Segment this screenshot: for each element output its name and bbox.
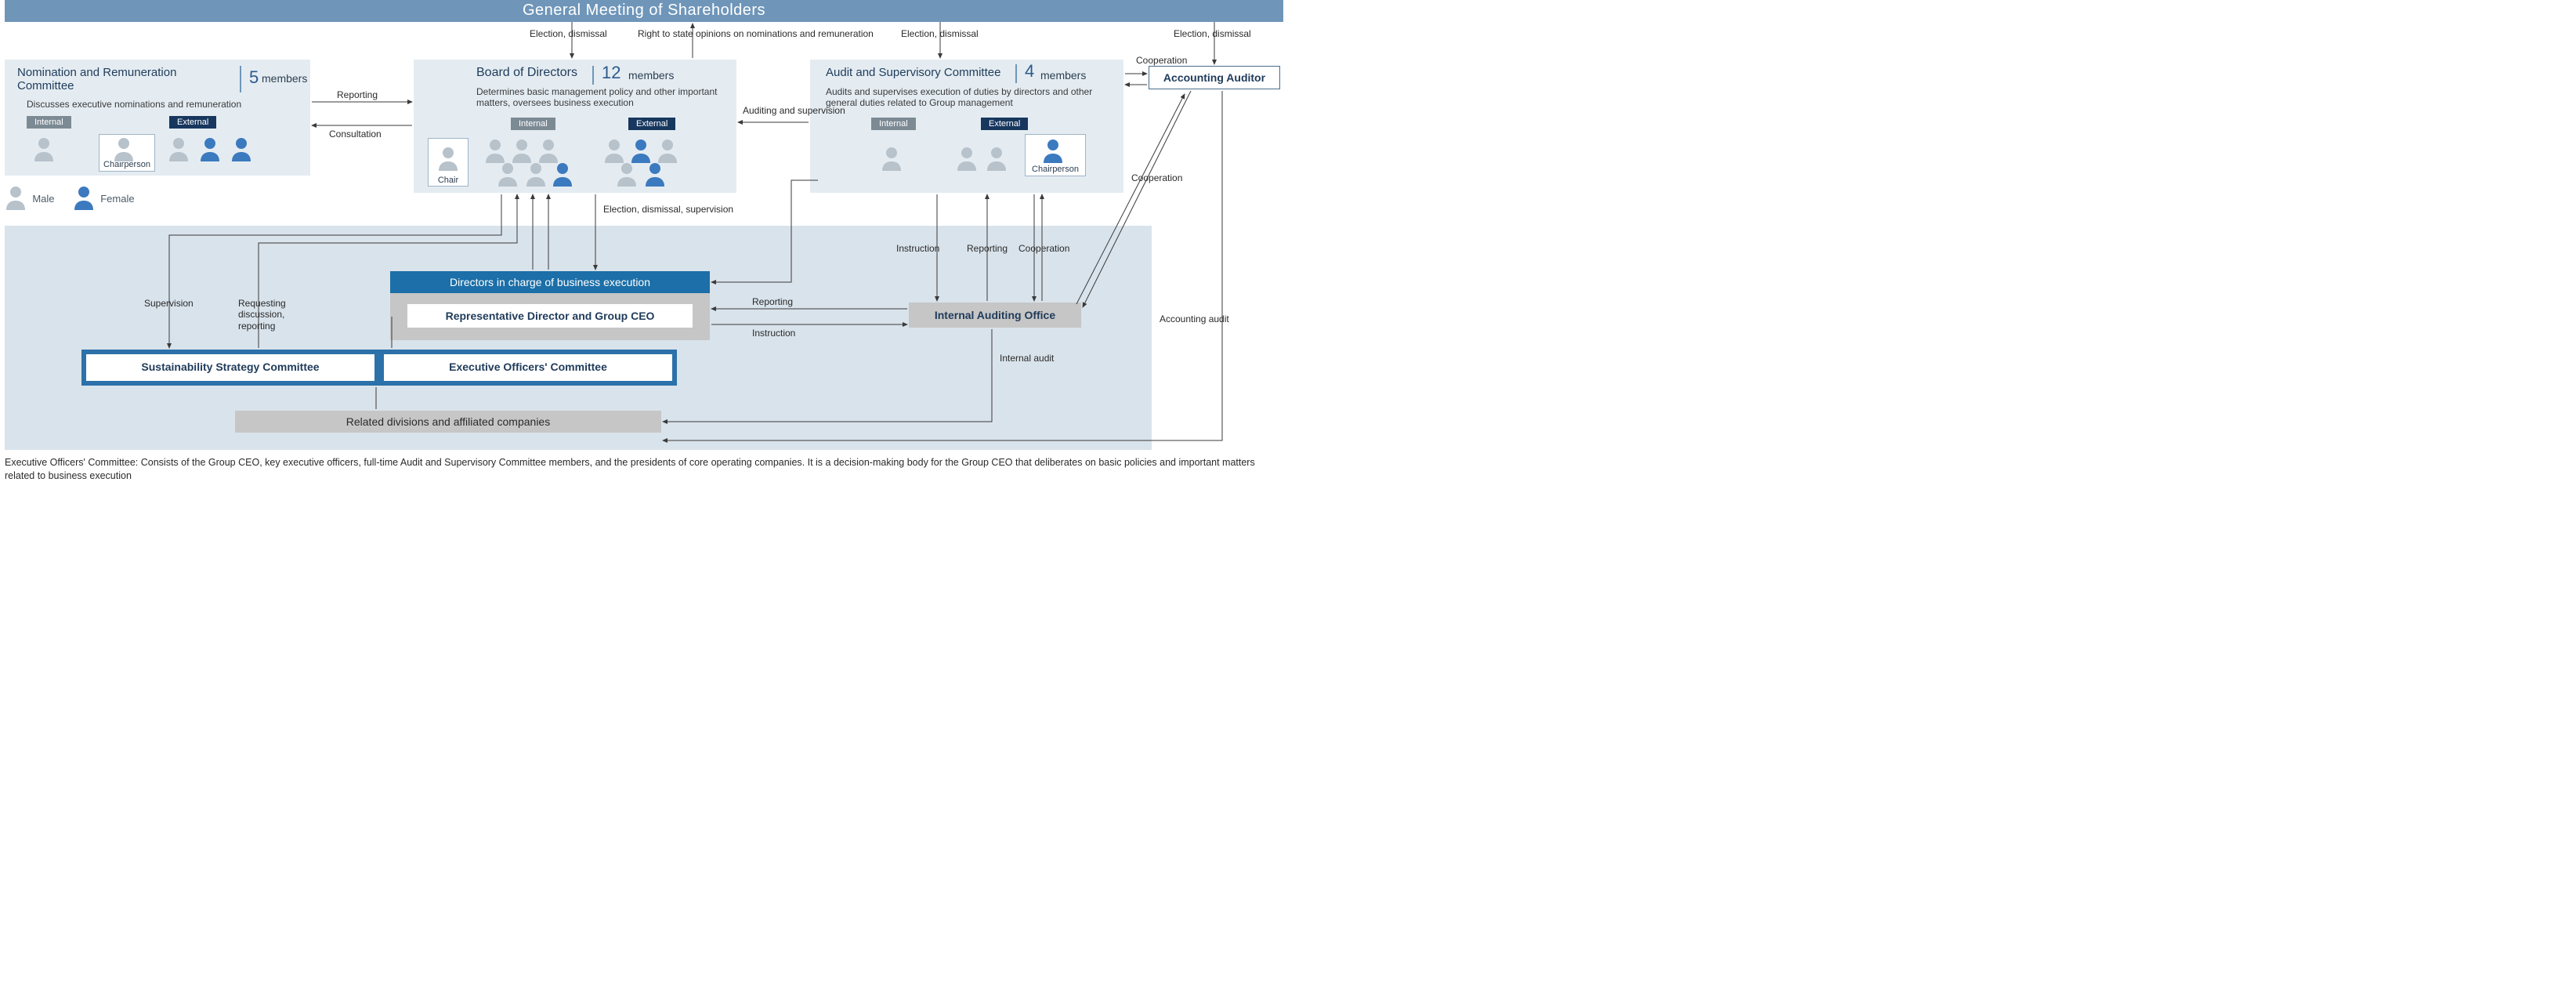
nrc-members-word: members: [262, 72, 307, 85]
lbl-coop1: Cooperation: [1136, 55, 1187, 66]
person-icon: [644, 161, 666, 189]
bod-chair-label: Chair: [428, 176, 469, 185]
box-related: Related divisions and affiliated compani…: [235, 411, 661, 433]
bod-members-word: members: [628, 69, 674, 82]
lbl-acct-audit: Accounting audit: [1160, 313, 1229, 324]
person-icon: [1042, 138, 1064, 165]
person-icon: [525, 161, 547, 189]
person-icon: [230, 136, 252, 164]
box-accounting-auditor: Accounting Auditor: [1149, 66, 1280, 89]
box-internal-audit: Internal Auditing Office: [909, 303, 1081, 328]
lbl-reporting1: Reporting: [337, 89, 378, 100]
tag-external: External: [169, 116, 216, 129]
tag-internal: Internal: [511, 118, 555, 130]
female-icon: [73, 185, 95, 212]
legend-male: Male: [32, 193, 54, 205]
lbl-consultation: Consultation: [329, 129, 382, 140]
person-icon: [113, 136, 135, 164]
panel-bod: Board of Directors 12 members Determines…: [414, 60, 736, 193]
lbl-coop3: Cooperation: [1131, 172, 1182, 183]
divider: [592, 66, 594, 85]
person-icon: [881, 146, 903, 173]
bod-count: 12: [602, 63, 620, 83]
box-ceo: Representative Director and Group CEO: [407, 304, 693, 328]
governance-diagram: General Meeting of Shareholders Nominati…: [0, 0, 1288, 496]
person-icon: [199, 136, 221, 164]
lbl-instruction2: Instruction: [896, 243, 939, 254]
asc-title: Audit and Supervisory Committee: [826, 66, 1000, 79]
tag-internal: Internal: [871, 118, 916, 130]
person-icon: [497, 161, 519, 189]
footnote: Executive Officers' Committee: Consists …: [5, 456, 1280, 483]
legend-female: Female: [100, 193, 134, 205]
male-icon: [5, 185, 27, 212]
tag-external: External: [628, 118, 675, 130]
person-icon: [33, 136, 55, 164]
divider: [1015, 64, 1017, 83]
lbl-right-opinions: Right to state opinions on nominations a…: [638, 28, 874, 39]
asc-desc: Audits and supervises execution of dutie…: [826, 86, 1116, 109]
person-icon: [956, 146, 978, 173]
lbl-election3: Election, dismissal: [1174, 28, 1251, 39]
nrc-title: Nomination and Remuneration Committee: [17, 66, 221, 93]
lbl-election2: Election, dismissal: [901, 28, 979, 39]
nrc-desc: Discusses executive nominations and remu…: [27, 99, 241, 110]
tag-internal: Internal: [27, 116, 71, 129]
lbl-internal-audit: Internal audit: [1000, 353, 1054, 364]
lbl-reporting2: Reporting: [752, 296, 793, 307]
lbl-election1: Election, dismissal: [530, 28, 607, 39]
lbl-supervision: Supervision: [144, 298, 194, 309]
lbl-audit-sup: Auditing and supervision: [743, 105, 845, 116]
asc-count: 4: [1025, 61, 1034, 82]
person-icon: [552, 161, 573, 189]
lbl-reporting3: Reporting: [967, 243, 1008, 254]
person-icon: [616, 161, 638, 189]
legend: Male Female: [5, 185, 135, 212]
box-directors-exec: Directors in charge of business executio…: [390, 271, 710, 293]
divider: [240, 66, 241, 92]
lbl-instruction1: Instruction: [752, 328, 795, 339]
lbl-requesting: Requesting discussion, reporting: [238, 298, 324, 332]
banner-shareholders: General Meeting of Shareholders: [5, 0, 1283, 22]
person-icon: [168, 136, 190, 164]
box-exec-officers: Executive Officers' Committee: [379, 350, 677, 386]
box-sustainability: Sustainability Strategy Committee: [81, 350, 379, 386]
lbl-eds: Election, dismissal, supervision: [603, 204, 733, 215]
nrc-count: 5: [249, 67, 259, 88]
bod-title: Board of Directors: [476, 66, 577, 80]
tag-external: External: [981, 118, 1028, 130]
person-icon: [437, 146, 459, 173]
asc-members-word: members: [1040, 69, 1086, 82]
bod-desc: Determines basic management policy and o…: [476, 86, 727, 109]
asc-chair-label: Chairperson: [1025, 165, 1086, 174]
person-icon: [986, 146, 1008, 173]
lbl-coop2: Cooperation: [1018, 243, 1069, 254]
